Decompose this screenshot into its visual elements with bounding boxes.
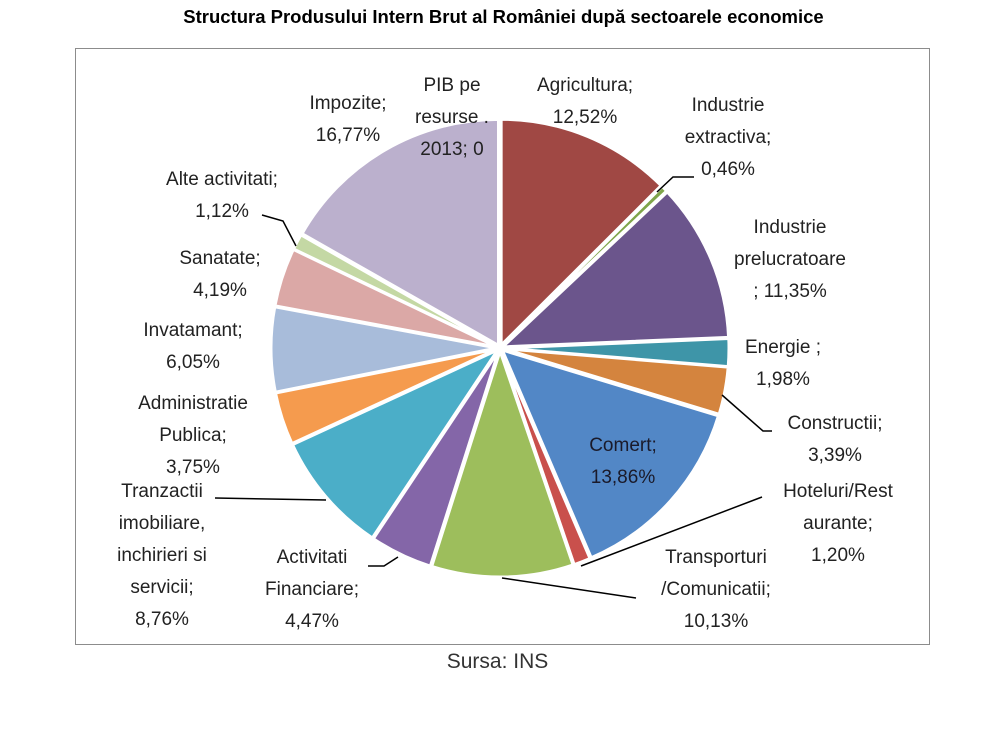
- label-comert: Comert; 13,86%: [589, 435, 657, 488]
- label-sanatate: Sanatate; 4,19%: [179, 248, 261, 301]
- leader-line-transporturi: [501, 577, 637, 599]
- leader-line-industrie-extractiva: [656, 176, 694, 193]
- leader-line-hoteluri: [580, 496, 763, 567]
- leader-line-tranzactii: [214, 497, 327, 501]
- pie-slice-alte-activitati: [291, 232, 499, 348]
- label-invatamant: Invatamant; 6,05%: [143, 320, 243, 373]
- label-impozite: Impozite; 16,77%: [309, 93, 387, 146]
- label-constructii: Constructii; 3,39%: [787, 413, 883, 466]
- pie-slice-tranzactii-imobiliare-inchirieri-si-servicii: [290, 346, 502, 541]
- pie-slice-industrie-prelucratoare: [498, 189, 731, 349]
- label-industrie-prelucratoare: Industrie prelucratoare ; 11,35%: [734, 217, 846, 302]
- pie-slice-impozite: [299, 117, 500, 348]
- label-pib-pe-resurse: PIB pe resurse . 2013; 0: [415, 75, 489, 160]
- leader-line-activitati-financiare: [368, 556, 399, 567]
- label-energie: Energie ; 1,98%: [744, 337, 822, 390]
- label-agricultura: Agricultura; 12,52%: [536, 75, 634, 128]
- label-alte-activitati: Alte activitati; 1,12%: [166, 169, 278, 222]
- pie-slice-agricultura: [499, 117, 664, 349]
- label-activitati-financiare: Activitati Financiare; 4,47%: [265, 547, 359, 632]
- chart-frame: [75, 48, 930, 645]
- leader-line-constructii: [721, 394, 772, 432]
- chart-title: Structura Produsului Intern Brut al Româ…: [183, 6, 824, 27]
- pie-slice-comert: [499, 347, 721, 560]
- chart-source: Sursa: INS: [446, 650, 549, 673]
- label-administratie-publica: Administratie Publica; 3,75%: [138, 393, 248, 478]
- pie-slice-transporturi-comunicatii: [429, 346, 576, 579]
- label-transporturi: Transporturi /Comunicatii; 10,13%: [661, 547, 771, 632]
- label-hoteluri-restaurante: Hoteluri/Rest aurante; 1,20%: [783, 481, 893, 566]
- leader-line-alte-activitati: [261, 214, 297, 247]
- label-industrie-extractiva: Industrie extractiva; 0,46%: [684, 95, 772, 180]
- pie-slice-constructii: [502, 347, 730, 417]
- label-tranzactii-imobiliare: Tranzactii imobiliare, inchirieri si ser…: [117, 481, 207, 630]
